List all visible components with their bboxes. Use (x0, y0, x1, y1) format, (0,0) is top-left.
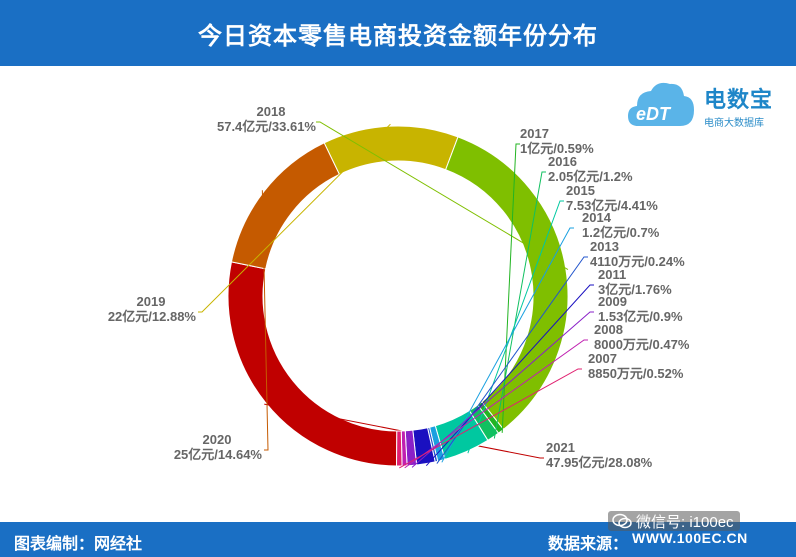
slice-label-value-2018: 57.4亿元/33.61% (217, 119, 316, 134)
leader-line-2021 (264, 403, 544, 459)
leader-line-2016 (493, 171, 546, 439)
slice-label-value-2011: 3亿元/1.76% (598, 282, 672, 297)
leader-line-2009 (411, 311, 594, 468)
slice-2007 (396, 430, 403, 467)
leader-line-2007 (399, 368, 582, 469)
leader-line-2020 (261, 190, 269, 451)
logo-cloud-icon: eDT (628, 82, 694, 126)
slice-label-value-2013: 4110万元/0.24% (590, 254, 685, 269)
slice-label-year-2015: 2015 (566, 183, 595, 198)
slice-label-value-2016: 2.05亿元/1.2% (548, 169, 633, 184)
chart-title: 今日资本零售电商投资金额年份分布 (198, 22, 598, 50)
leader-line-2019 (198, 123, 391, 313)
logo-subtext: 电商大数据库 (704, 118, 764, 129)
leader-line-2018 (316, 121, 569, 270)
slice-label-year-2016: 2016 (548, 154, 577, 169)
slice-label-value-2014: 1.2亿元/0.7% (582, 225, 660, 240)
leader-line-2015 (467, 200, 564, 454)
chart-header: 今日资本零售电商投资金额年份分布 (0, 0, 796, 66)
slice-label-year-2009: 2009 (598, 294, 627, 309)
leader-line-2013 (436, 256, 588, 464)
slice-label-value-2007: 8850万元/0.52% (588, 366, 684, 381)
slice-label-value-2008: 8000万元/0.47% (594, 337, 690, 352)
slice-2019 (323, 125, 459, 176)
leader-line-2011 (425, 284, 594, 466)
slice-label-year-2007: 2007 (588, 351, 617, 366)
slice-label-year-2014: 2014 (582, 210, 612, 225)
slice-label-year-2017: 2017 (520, 126, 549, 141)
footer-source-left: 图表编制：网经社 (14, 536, 143, 553)
slice-2020 (230, 142, 341, 270)
wechat-badge: 微信号: i100ec (608, 511, 740, 531)
wechat-id: 微信号: i100ec (636, 513, 734, 531)
slice-label-year-2011: 2011 (598, 267, 626, 282)
site-url: WWW.100EC.CN (632, 530, 748, 546)
logo-text: 电数宝 (704, 87, 774, 112)
slice-label-value-2017: 1亿元/0.59% (520, 141, 594, 156)
slice-label-year-2018: 2018 (257, 104, 286, 119)
slice-label-value-2020: 25亿元/14.64% (174, 447, 263, 462)
leader-line-2008 (404, 339, 588, 469)
slice-label-year-2019: 2019 (137, 294, 166, 309)
slice-label-year-2013: 2013 (590, 239, 619, 254)
slice-label-year-2008: 2008 (594, 322, 623, 337)
slice-label-year-2020: 2020 (203, 432, 232, 447)
slice-label-value-2021: 47.95亿元/28.08% (546, 455, 653, 470)
slice-label-year-2021: 2021 (546, 440, 575, 455)
slice-label-value-2019: 22亿元/12.88% (108, 309, 197, 324)
footer-source-right: 数据来源： (548, 536, 629, 553)
leader-line-2014 (441, 227, 574, 463)
slice-2021 (227, 261, 398, 467)
leader-line-2017 (501, 143, 520, 433)
logo-mark: eDT (636, 104, 672, 124)
slice-label-value-2015: 7.53亿元/4.41% (566, 198, 658, 213)
slice-label-value-2009: 1.53亿元/0.9% (598, 309, 683, 324)
wechat-icon (612, 513, 632, 529)
